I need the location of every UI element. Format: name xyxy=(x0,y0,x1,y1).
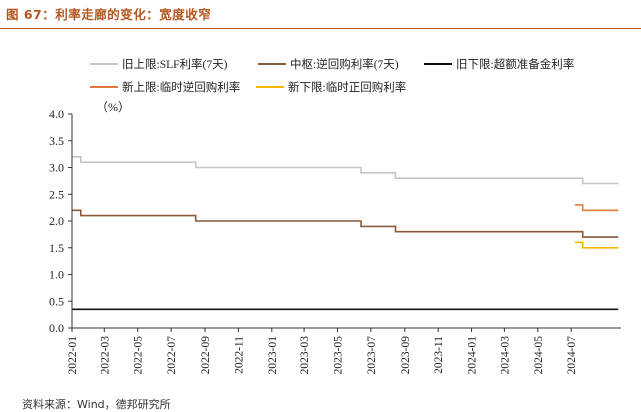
y-tick-label: 2.5 xyxy=(49,187,64,201)
legend-item-new-lower: 新下限:临时正回购利率 xyxy=(256,79,406,95)
x-tick-label: 2024-01 xyxy=(467,336,479,375)
y-tick-label: 3.0 xyxy=(49,161,64,175)
x-tick-label: 2022-11 xyxy=(233,336,245,374)
x-tick-label: 2022-03 xyxy=(99,336,111,375)
legend-swatch-new-upper xyxy=(90,86,118,88)
legend-swatch-new-lower xyxy=(256,86,284,88)
y-tick-label: 1.5 xyxy=(49,241,64,255)
x-tick-label: 2024-05 xyxy=(533,336,545,375)
y-tick-label: 3.5 xyxy=(49,134,64,148)
x-tick-label: 2023-01 xyxy=(267,336,279,375)
y-tick-label: 1.0 xyxy=(49,268,64,282)
figure-title: 图 67：利率走廊的变化：宽度收窄 xyxy=(6,7,212,22)
legend-item-old-upper: 旧上限:SLF利率(7天) xyxy=(90,56,227,72)
x-tick-label: 2023-03 xyxy=(299,336,311,375)
legend-label-old-lower: 旧下限:超额准备金利率 xyxy=(456,59,575,71)
legend-label-new-lower: 新下限:临时正回购利率 xyxy=(288,82,407,94)
series-line-new-upper xyxy=(575,204,619,212)
x-tick-label: 2023-09 xyxy=(400,336,412,375)
x-tick-label: 2024-07 xyxy=(566,336,578,375)
y-tick-label: 2.0 xyxy=(49,214,64,228)
y-tick-label: 0.0 xyxy=(49,321,64,335)
x-tick-label: 2022-05 xyxy=(133,336,145,375)
legend-item-mid: 中枢:逆回购利率(7天) xyxy=(258,56,399,72)
legend-item-new-upper: 新上限:临时逆回购利率 xyxy=(90,79,240,95)
x-tick-label: 2022-09 xyxy=(200,336,212,375)
legend-swatch-mid xyxy=(258,63,286,65)
legend-label-mid: 中枢:逆回购利率(7天) xyxy=(290,59,399,71)
y-tick-label: 0.5 xyxy=(49,294,64,308)
y-tick-label: 4.0 xyxy=(49,107,64,121)
x-tick-label: 2023-05 xyxy=(332,336,344,375)
chart-legend: 旧上限:SLF利率(7天) 中枢:逆回购利率(7天) 旧下限:超额准备金利率 新… xyxy=(0,0,641,100)
legend-label-new-upper: 新上限:临时逆回购利率 xyxy=(122,82,241,94)
legend-item-old-lower: 旧下限:超额准备金利率 xyxy=(424,56,574,72)
x-tick-label: 2022-07 xyxy=(166,336,178,375)
x-tick-label: 2022-01 xyxy=(67,336,79,375)
legend-swatch-old-lower xyxy=(424,63,452,65)
source-note: 资料来源：Wind，德邦研究所 xyxy=(22,398,171,411)
title-rule xyxy=(0,28,641,29)
legend-swatch-old-upper xyxy=(90,63,118,65)
x-tick-label: 2023-07 xyxy=(366,336,378,375)
x-tick-label: 2024-03 xyxy=(499,336,511,375)
x-tick-label: 2023-11 xyxy=(433,336,445,374)
series-line-new-lower xyxy=(575,241,619,249)
series-line-old-upper xyxy=(72,156,619,185)
legend-label-old-upper: 旧上限:SLF利率(7天) xyxy=(122,59,228,71)
series-line-mid xyxy=(72,209,619,238)
y-unit-label: （%） xyxy=(96,100,130,114)
